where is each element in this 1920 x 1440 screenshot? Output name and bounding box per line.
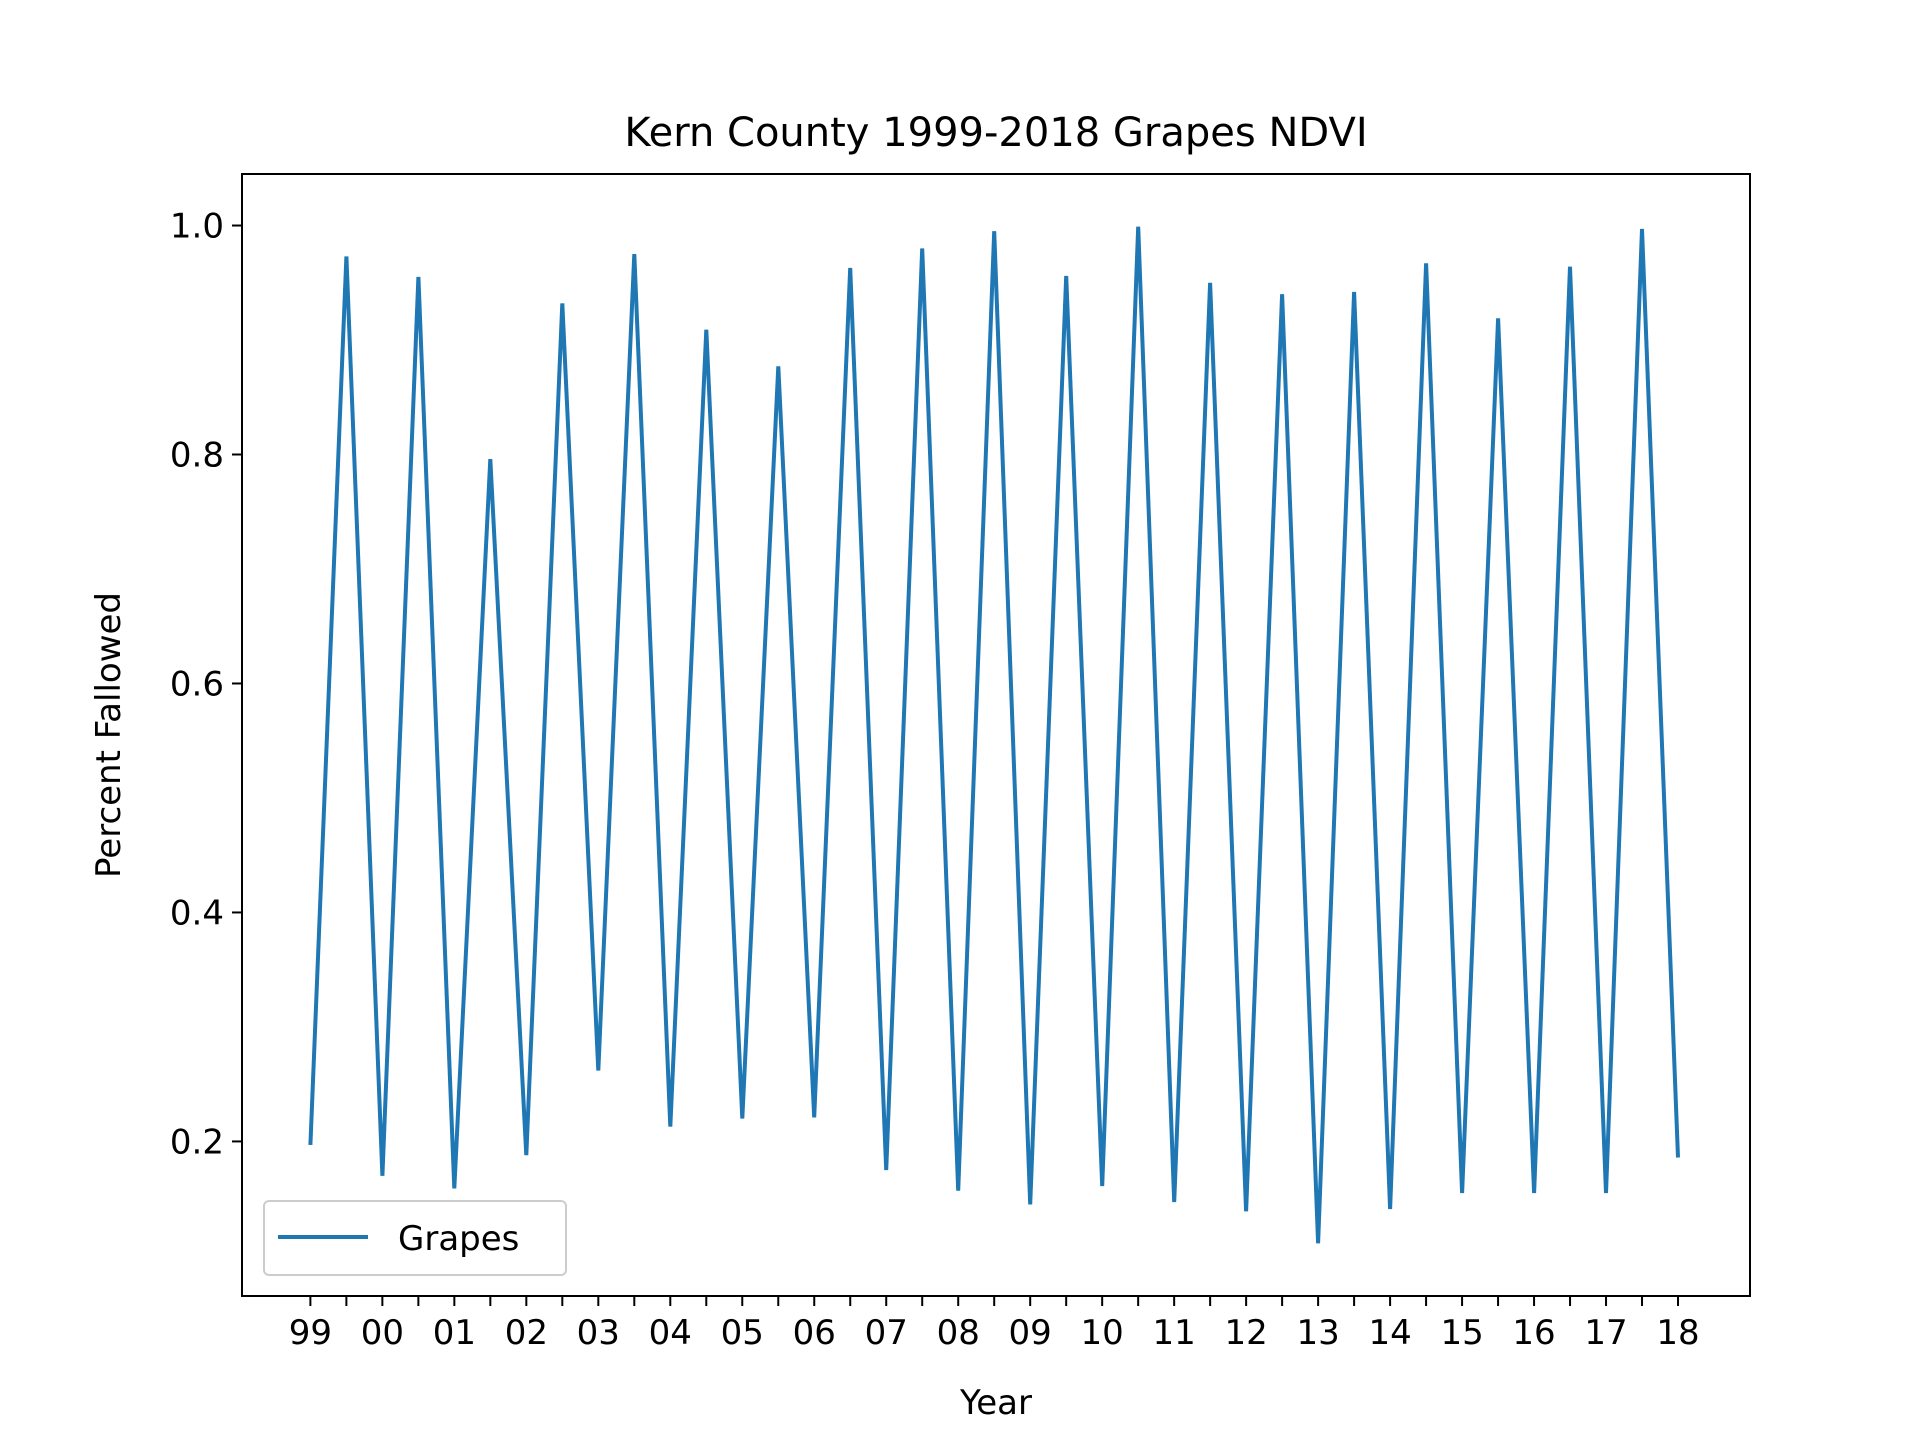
y-tick-label: 0.2: [170, 1122, 224, 1162]
x-tick-label: 18: [1656, 1313, 1699, 1353]
x-tick-label: 05: [721, 1313, 764, 1353]
y-tick-label: 0.6: [170, 664, 224, 704]
y-tick-label: 1.0: [170, 207, 224, 247]
x-tick-label: 15: [1440, 1313, 1483, 1353]
plot-frame: [241, 173, 1751, 1297]
y-tick-label: 0.4: [170, 893, 224, 933]
x-tick-label: 00: [361, 1313, 404, 1353]
series-layer: [308, 226, 1680, 1244]
x-tick-label: 09: [1009, 1313, 1052, 1353]
x-tick-label: 04: [649, 1313, 692, 1353]
chart-title: Kern County 1999-2018 Grapes NDVI: [624, 110, 1367, 156]
x-tick-label: 13: [1296, 1313, 1339, 1353]
x-tick-label: 16: [1512, 1313, 1555, 1353]
x-tick-label: 01: [433, 1313, 476, 1353]
legend-entry-grapes: Grapes: [398, 1219, 519, 1259]
series-line-grapes: [308, 226, 1680, 1244]
x-tick-label: 17: [1584, 1313, 1627, 1353]
x-tick-label: 06: [793, 1313, 836, 1353]
legend-box: [263, 1200, 567, 1276]
x-axis-ticks: 99 00 01 02 03 04 05 06 07 08 09 10 11 12 13 14 15 16 17 18: [289, 1296, 1700, 1353]
x-tick-label: 03: [577, 1313, 620, 1353]
x-tick-label: 99: [289, 1313, 332, 1353]
x-tick-label: 14: [1368, 1313, 1411, 1353]
x-tick-label: 02: [505, 1313, 548, 1353]
y-axis-ticks: 0.2 0.4 0.6 0.8 1.0: [170, 207, 242, 1162]
x-axis-label: Year: [959, 1383, 1032, 1423]
x-tick-label: 10: [1081, 1313, 1124, 1353]
x-tick-label: 11: [1153, 1313, 1196, 1353]
x-tick-label: 12: [1225, 1313, 1268, 1353]
x-tick-label: 08: [937, 1313, 980, 1353]
legend: Grapes: [263, 1200, 567, 1276]
y-tick-label: 0.8: [170, 436, 224, 476]
x-tick-label: 07: [865, 1313, 908, 1353]
y-axis-label: Percent Fallowed: [89, 592, 129, 878]
